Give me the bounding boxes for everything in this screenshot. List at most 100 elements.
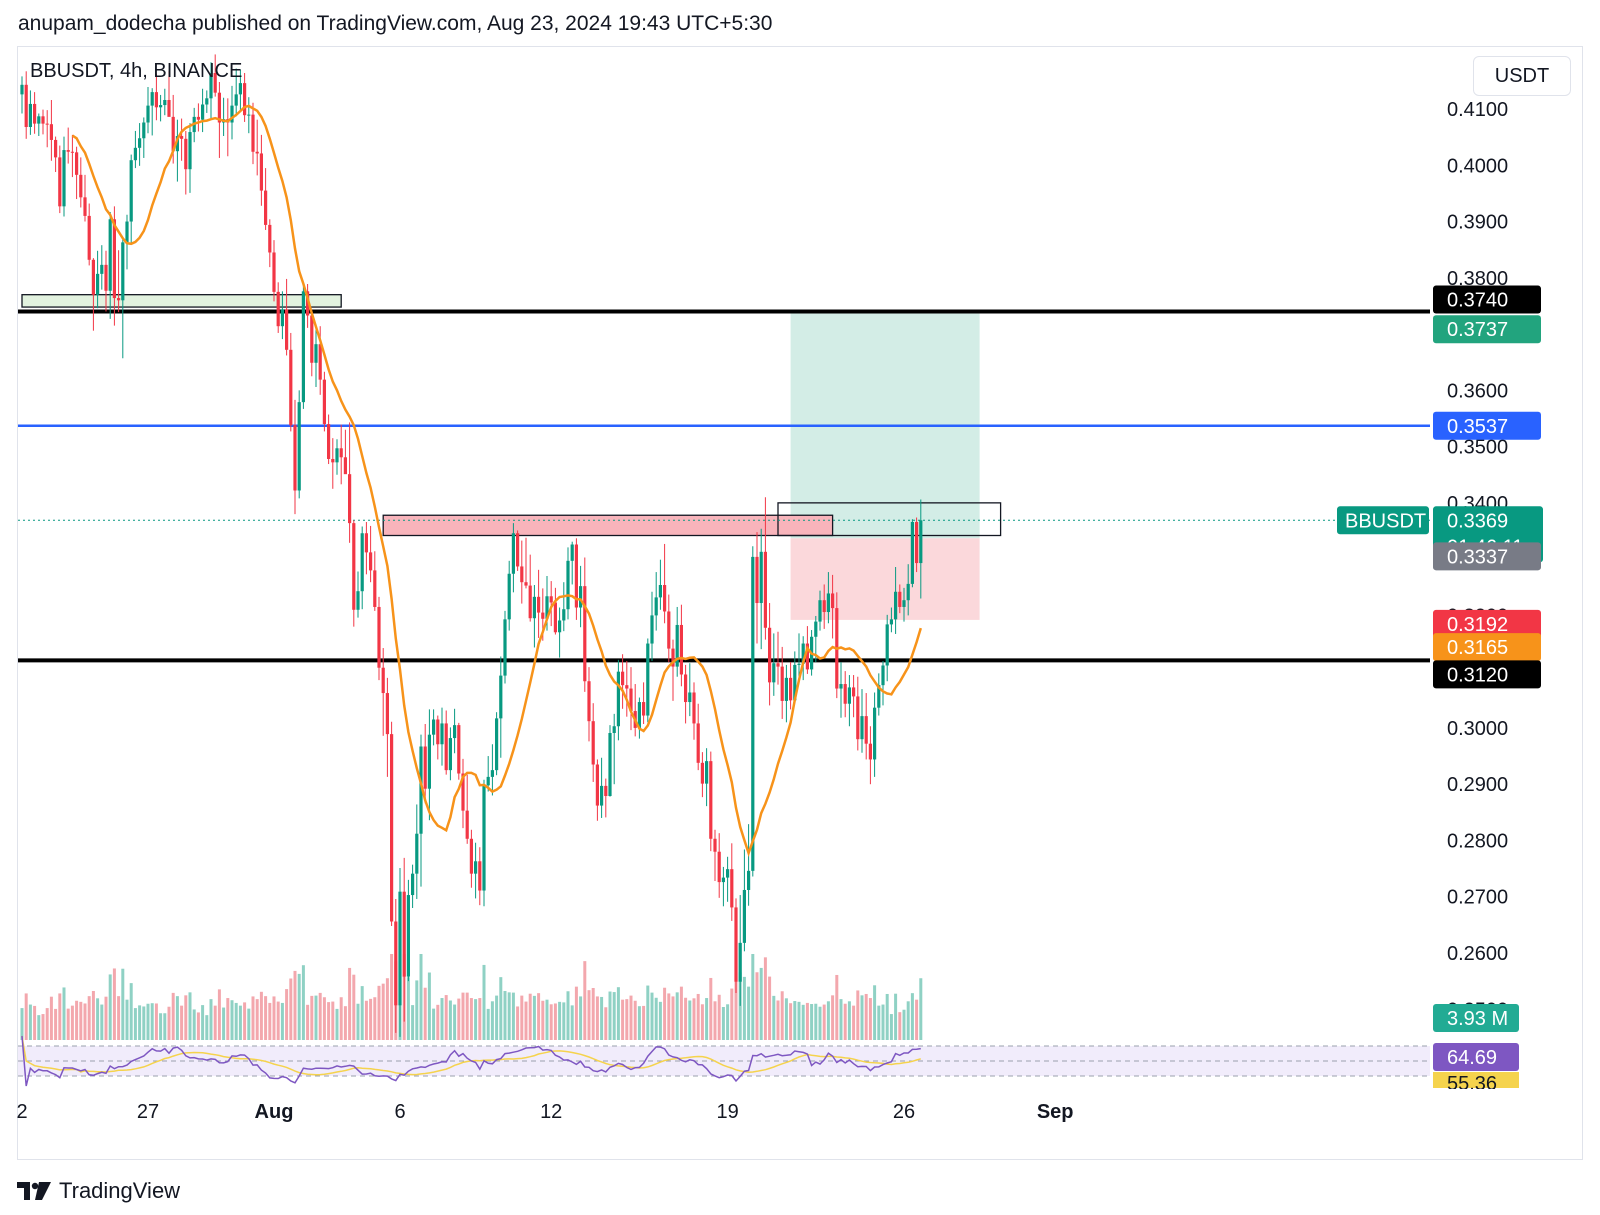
volume-bar: [864, 993, 868, 1040]
candle-body: [150, 92, 154, 106]
volume-bar: [684, 997, 688, 1040]
volume-bar: [318, 992, 322, 1040]
candle-body: [511, 533, 515, 574]
volume-bar: [490, 1001, 494, 1040]
candle-body: [75, 152, 79, 175]
candle-body: [490, 770, 494, 777]
candle-body: [411, 873, 415, 896]
volume-bar: [79, 1001, 83, 1040]
volume-bar: [860, 995, 864, 1040]
volume-bar: [549, 1004, 553, 1040]
candle-body: [915, 521, 919, 564]
candle-body: [461, 773, 465, 811]
volume-bar: [482, 964, 486, 1040]
currency-selector[interactable]: USDT: [1473, 56, 1571, 96]
symbol-label[interactable]: BBUSDT, 4h, BINANCE: [30, 60, 243, 82]
candle-body: [847, 687, 851, 704]
candle-body: [381, 667, 385, 694]
price-tick-label: 0.3000: [1447, 718, 1508, 740]
volume-bar: [789, 1003, 793, 1040]
volume-bar: [818, 1006, 822, 1040]
candle-body: [675, 624, 679, 667]
candle-body: [793, 664, 797, 701]
volume-bar: [306, 1004, 310, 1040]
volume-bar: [663, 987, 667, 1040]
candle-body: [427, 734, 431, 789]
candle-body: [289, 349, 293, 426]
volume-bar: [24, 993, 28, 1040]
tradingview-logo-icon[interactable]: [17, 1182, 51, 1200]
candle-body: [201, 104, 205, 120]
volume-bar: [734, 980, 738, 1040]
candle-body: [406, 895, 410, 977]
candle-body: [692, 692, 696, 724]
candle-body: [797, 663, 801, 665]
candle-body: [205, 98, 209, 105]
volume-bar: [671, 996, 675, 1040]
volume-bar: [843, 1003, 847, 1040]
volume-bar: [411, 1005, 415, 1040]
candle-body: [469, 838, 473, 874]
candle-body: [524, 582, 528, 586]
candle-body: [352, 523, 356, 610]
last-price-tag: 0.3369: [1447, 510, 1508, 532]
volume-bar: [877, 1005, 881, 1040]
candle-body: [784, 677, 788, 701]
candle-body: [24, 84, 28, 128]
rsi-line: [21, 1035, 921, 1087]
candle-body: [238, 83, 242, 95]
candle-body: [142, 122, 146, 139]
candle-body: [625, 685, 629, 689]
time-tick-label: 6: [394, 1101, 405, 1123]
candle-body: [486, 776, 490, 786]
volume-bar: [390, 954, 394, 1040]
volume-bar: [45, 1008, 49, 1040]
volume-bar: [100, 1004, 104, 1040]
volume-bar: [310, 995, 314, 1040]
volume-bar: [327, 1002, 331, 1040]
rsi-ma-tag-clip: [1430, 1089, 1560, 1103]
volume-bar: [852, 1005, 856, 1040]
candle-body: [814, 621, 818, 637]
volume-bar: [171, 992, 175, 1040]
footer-brand[interactable]: TradingView: [59, 1178, 181, 1203]
candle-body: [112, 219, 116, 299]
volume-bar: [247, 1008, 251, 1040]
volume-bar: [856, 990, 860, 1040]
resistance-pink: [382, 514, 834, 537]
volume-bar: [465, 992, 469, 1040]
candle-body: [247, 114, 251, 116]
volume-bar: [423, 987, 427, 1040]
volume-bar: [751, 954, 755, 1040]
candle-body: [730, 869, 734, 908]
candle-body: [650, 615, 654, 644]
price-tick-label: 0.4000: [1447, 155, 1508, 177]
drawing-layer: [21, 294, 1002, 620]
volume-bar: [154, 1003, 158, 1040]
candle-body: [726, 869, 730, 878]
time-tick-label: Aug: [255, 1101, 294, 1123]
volume-bar: [188, 992, 192, 1040]
candle-body: [66, 150, 70, 152]
volume-bar: [793, 1001, 797, 1040]
volume-bar: [432, 1008, 436, 1040]
volume-bar: [730, 988, 734, 1040]
candle-body: [776, 663, 780, 667]
time-tick-label: 19: [716, 1101, 738, 1123]
candle-body: [306, 291, 310, 316]
volume-bar: [583, 961, 587, 1040]
volume-bar: [906, 1001, 910, 1040]
candle-body: [398, 891, 402, 1006]
candle-body: [604, 785, 608, 797]
moving-average-line: [71, 104, 922, 857]
candle-body: [759, 551, 763, 604]
volume-bar: [112, 968, 116, 1040]
candle-body: [335, 448, 339, 463]
volume-bar: [839, 999, 843, 1040]
candle-body: [478, 861, 482, 891]
volume-bar: [83, 1003, 87, 1040]
volume-bar: [104, 996, 108, 1040]
volume-bar: [444, 995, 448, 1040]
volume-bar: [335, 1008, 339, 1040]
